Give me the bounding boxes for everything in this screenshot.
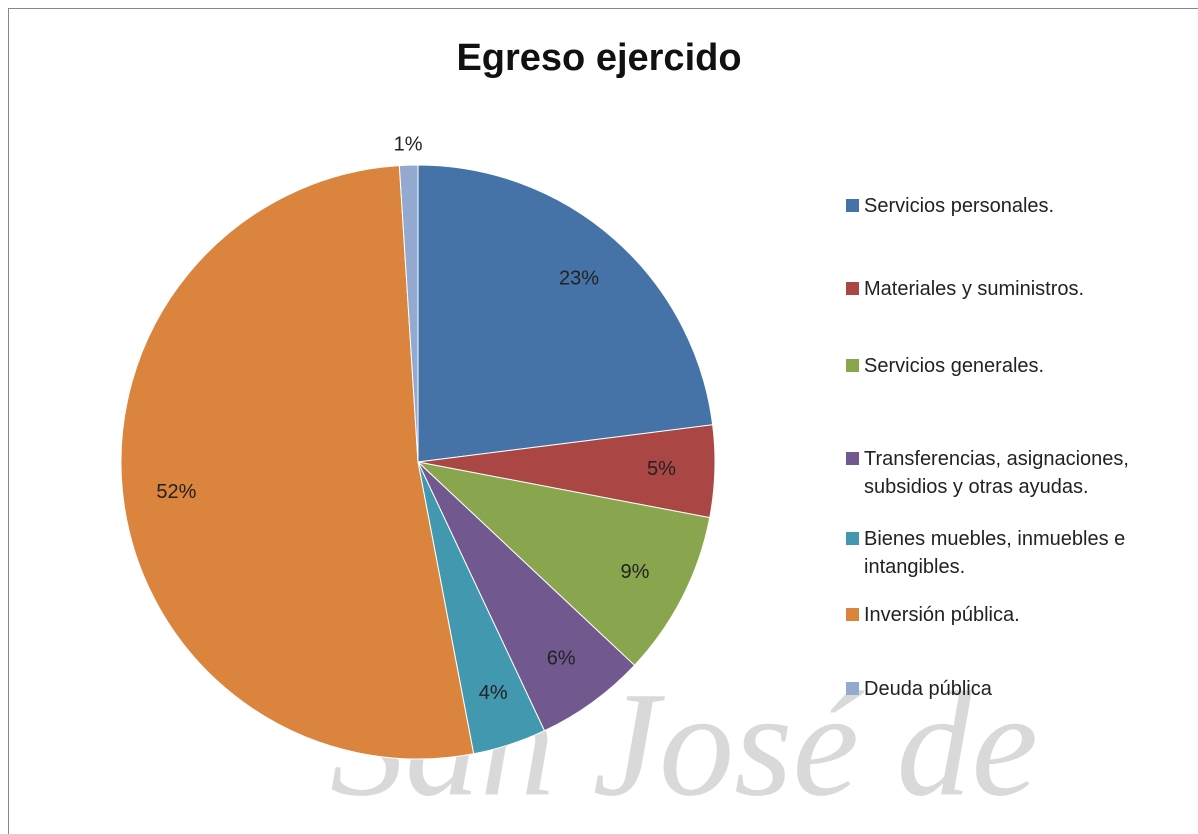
data-label: 5% [647, 458, 676, 480]
legend-item: Deuda pública [846, 675, 1186, 703]
chart-frame [8, 8, 1198, 834]
legend-item: Servicios generales. [846, 352, 1186, 380]
chart-title: Egreso ejercido [456, 37, 741, 79]
pie-slice [416, 461, 711, 667]
legend-swatch [846, 532, 859, 545]
legend-label: Transferencias, asignaciones, subsidios … [864, 448, 1129, 498]
legend-label: Servicios personales. [864, 195, 1055, 217]
legend-item: Inversión pública. [846, 601, 1186, 629]
data-label: 52% [156, 481, 196, 503]
legend-swatch [846, 282, 859, 295]
legend-swatch [846, 608, 859, 621]
legend-item: Materiales y suministros. [846, 275, 1186, 303]
legend-label: Servicios generales. [864, 355, 1045, 377]
legend-label: Deuda pública [864, 678, 992, 700]
legend-label: Materiales y suministros. [864, 278, 1085, 300]
legend-item: Bienes muebles, inmuebles e intangibles. [846, 525, 1186, 581]
data-label: 1% [394, 133, 423, 155]
pie-slice [417, 164, 714, 463]
data-label: 6% [547, 647, 576, 669]
legend-swatch [846, 359, 859, 372]
data-label: 23% [559, 268, 599, 290]
legend-swatch [846, 682, 859, 695]
legend-item: Transferencias, asignaciones, subsidios … [846, 445, 1186, 501]
legend-swatch [846, 199, 859, 212]
data-label: 4% [479, 682, 508, 704]
pie-slice [398, 164, 419, 463]
legend-swatch [846, 452, 859, 465]
data-label: 9% [621, 561, 650, 583]
legend-item: Servicios personales. [846, 192, 1186, 220]
legend-label: Inversión pública. [864, 604, 1020, 626]
legend-label: Bienes muebles, inmuebles e intangibles. [864, 528, 1126, 578]
pie-slice [120, 165, 475, 760]
